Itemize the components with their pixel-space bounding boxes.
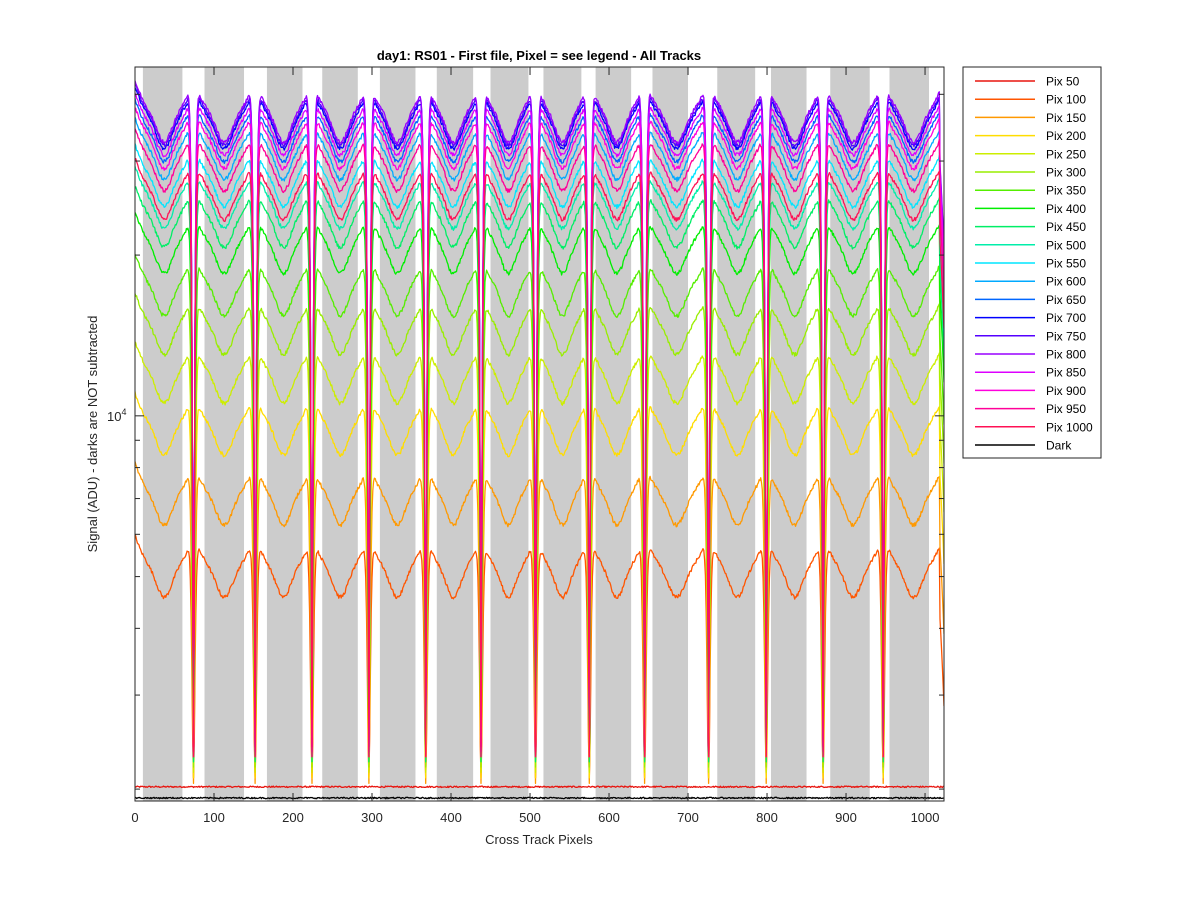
legend-label: Pix 250 (1046, 147, 1086, 161)
legend-label: Pix 650 (1046, 293, 1086, 307)
legend-label: Pix 550 (1046, 257, 1086, 271)
x-tick-label: 800 (756, 810, 778, 825)
series-line (135, 253, 944, 763)
legend-entries: Pix 50 Pix 100 Pix 150 Pix 200 Pix 250 Pix 30… (975, 75, 1093, 453)
legend-label: Pix 800 (1046, 348, 1086, 362)
legend-entry: Pix 150 (975, 111, 1086, 125)
legend-label: Pix 150 (1046, 111, 1086, 125)
series-line (135, 107, 944, 753)
legend-entry: Pix 1000 (975, 420, 1093, 434)
series-line (135, 391, 944, 779)
track-band (266, 67, 303, 801)
series-line (135, 341, 944, 773)
legend-entry: Pix 500 (975, 238, 1086, 252)
legend-label: Pix 950 (1046, 402, 1086, 416)
legend-label: Pix 700 (1046, 311, 1086, 325)
legend-label: Pix 400 (1046, 202, 1086, 216)
series-line (135, 212, 944, 758)
x-axis-label: Cross Track Pixels (485, 832, 593, 847)
x-tick-label: 400 (440, 810, 462, 825)
track-band (595, 67, 632, 801)
legend-entry: Pix 200 (975, 129, 1086, 143)
legend-label: Pix 300 (1046, 166, 1086, 180)
legend-label: Pix 900 (1046, 384, 1086, 398)
series-line (135, 157, 944, 758)
legend-label: Pix 100 (1046, 93, 1086, 107)
series-line (135, 293, 944, 768)
legend: Pix 50 Pix 100 Pix 150 Pix 200 Pix 250 Pix 30… (962, 66, 1102, 459)
x-tick-label: 300 (361, 810, 383, 825)
legend-entry: Pix 850 (975, 366, 1086, 380)
legend-label: Pix 200 (1046, 129, 1086, 143)
legend-label: Pix 450 (1046, 220, 1086, 234)
legend-entry: Pix 250 (975, 147, 1086, 161)
plot-area: 0 100 200 300 400 500 600 700 800 900 1000 104 (107, 66, 945, 825)
legend-entry: Pix 300 (975, 166, 1086, 180)
legend-entry: Dark (975, 439, 1072, 453)
legend-entry: Pix 550 (975, 257, 1086, 271)
series-line (135, 785, 944, 789)
track-band (142, 67, 183, 801)
legend-label: Pix 350 (1046, 184, 1086, 198)
legend-entry: Pix 350 (975, 184, 1086, 198)
legend-label: Pix 1000 (1046, 420, 1093, 434)
legend-entry: Pix 450 (975, 220, 1086, 234)
legend-label: Pix 600 (1046, 275, 1086, 289)
x-tick-label: 600 (598, 810, 620, 825)
legend-label: Pix 50 (1046, 75, 1080, 89)
track-band (204, 67, 245, 801)
track-bands (142, 67, 929, 801)
x-tick-label: 200 (282, 810, 304, 825)
series-line (135, 461, 944, 785)
chart-title: day1: RS01 - First file, Pixel = see leg… (377, 48, 701, 63)
plot-frame (134, 66, 945, 802)
legend-label: Pix 850 (1046, 366, 1086, 380)
x-tick-label: 100 (203, 810, 225, 825)
legend-entry: Pix 800 (975, 348, 1086, 362)
legend-label: Pix 500 (1046, 238, 1086, 252)
x-tick-label: 1000 (911, 810, 940, 825)
legend-entry: Pix 50 (975, 75, 1080, 89)
track-band (490, 67, 529, 801)
x-tick-label: 700 (677, 810, 699, 825)
series-line (135, 128, 944, 758)
legend-entry: Pix 700 (975, 311, 1086, 325)
y-axis-label: Signal (ADU) - darks are NOT subtracted (85, 316, 100, 553)
x-tick-label: 500 (519, 810, 541, 825)
track-band (652, 67, 689, 801)
y-tick-label: 104 (107, 407, 126, 424)
series-lines (135, 80, 944, 800)
track-band (889, 67, 929, 801)
legend-entry: Pix 900 (975, 384, 1086, 398)
series-line (135, 533, 944, 779)
legend-entry: Pix 950 (975, 402, 1086, 416)
legend-entry: Pix 100 (975, 93, 1086, 107)
series-line (135, 796, 944, 800)
legend-entry: Pix 400 (975, 202, 1086, 216)
legend-entry: Pix 600 (975, 275, 1086, 289)
legend-label: Pix 750 (1046, 329, 1086, 343)
series-line (135, 80, 944, 748)
legend-entry: Pix 650 (975, 293, 1086, 307)
x-tick-label: 900 (835, 810, 857, 825)
series-line (135, 93, 944, 748)
legend-label: Dark (1046, 439, 1072, 453)
track-band (770, 67, 807, 801)
track-band (322, 67, 358, 801)
legend-entry: Pix 750 (975, 329, 1086, 343)
axes: 0 100 200 300 400 500 600 700 800 900 1000 104 (107, 67, 944, 825)
x-tick-label: 0 (131, 810, 138, 825)
